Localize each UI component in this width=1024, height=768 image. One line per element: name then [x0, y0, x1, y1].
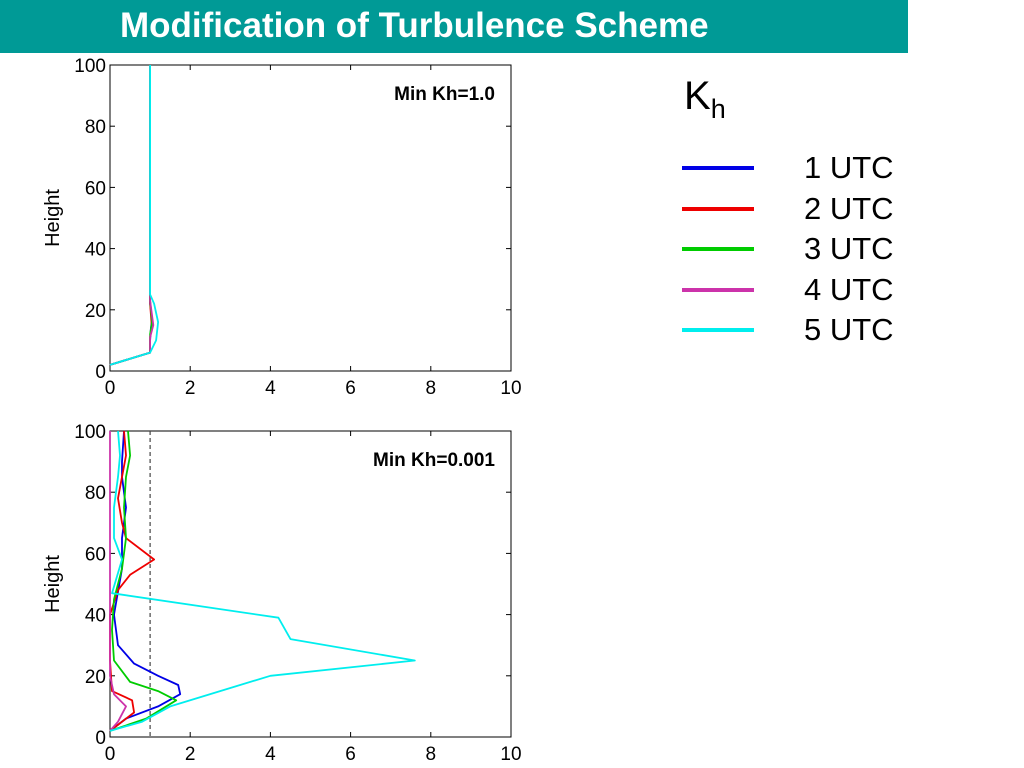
chart1-ylabel: Height [42, 189, 64, 247]
chart2-ytick-label-2: 40 [85, 606, 106, 627]
chart2-ytick-label-0: 0 [95, 728, 106, 749]
chart2-ytick-label-3: 60 [85, 544, 106, 565]
chart1-ytick-label-3: 60 [85, 178, 106, 199]
chart2-xtick-label-1: 2 [185, 744, 196, 765]
legend-label-5: 5 UTC [804, 312, 894, 347]
legend-label-2: 2 UTC [804, 191, 894, 226]
chart2-xtick-label-0: 0 [105, 744, 116, 765]
legend-label-4: 4 UTC [804, 272, 894, 307]
chart2-frame [109, 430, 512, 738]
chart1-ytick-label-2: 40 [85, 240, 106, 261]
chart2-xtick-label-5: 10 [500, 744, 521, 765]
legend-title-sub: h [710, 94, 726, 124]
chart2-annotation: Min Kh=0.001 [373, 450, 495, 471]
chart2-ylabel: Height [42, 555, 64, 613]
legend-item-3: 3 UTC [682, 229, 982, 269]
chart1-ytick-label-4: 80 [85, 117, 106, 138]
chart2-xtick-label-4: 8 [426, 744, 437, 765]
chart1-annotation: Min Kh=1.0 [394, 84, 495, 105]
chart1-xtick-label-1: 2 [185, 378, 196, 399]
chart1-ytick-label-0: 0 [95, 362, 106, 383]
chart1-xtick-label-3: 6 [345, 378, 356, 399]
chart1-ytick-label-1: 20 [85, 301, 106, 322]
legend-swatch-4 [682, 288, 754, 292]
chart1-xtick-label-5: 10 [500, 378, 521, 399]
chart1-series-5-line [109, 65, 160, 366]
chart1-xtick-label-0: 0 [105, 378, 116, 399]
chart1-frame [109, 64, 512, 372]
legend-item-4: 4 UTC [682, 270, 982, 310]
chart1-xtick-label-2: 4 [265, 378, 276, 399]
legend-item-1: 1 UTC [682, 148, 982, 188]
chart2-xtick-label-2: 4 [265, 744, 276, 765]
chart2-ytick-label-5: 100 [74, 422, 106, 443]
legend-swatch-1 [682, 166, 754, 170]
legend-label-1: 1 UTC [804, 150, 894, 185]
page-title: Modification of Turbulence Scheme [120, 6, 709, 45]
legend-item-2: 2 UTC [682, 189, 982, 229]
chart2-series-4-line [109, 431, 127, 732]
legend-swatch-5 [682, 328, 754, 332]
chart2-series-3-line [109, 430, 178, 732]
legend-label-3: 3 UTC [804, 231, 894, 266]
chart2-series-5-line [109, 430, 416, 732]
chart1-ytick-label-5: 100 [74, 56, 106, 77]
legend-title: Kh [684, 74, 726, 125]
chart2-ytick-label-1: 20 [85, 667, 106, 688]
legend-swatch-2 [682, 207, 754, 211]
legend-title-main: K [684, 74, 711, 118]
chart1-xtick-label-4: 8 [426, 378, 437, 399]
legend-item-5: 5 UTC [682, 310, 982, 350]
chart2-ytick-label-4: 80 [85, 483, 106, 504]
legend-swatch-3 [682, 247, 754, 251]
chart2-series-1-line [109, 430, 182, 732]
title-bar: Modification of Turbulence Scheme [0, 0, 908, 53]
chart2-series-2-line [109, 430, 156, 732]
chart2-xtick-label-3: 6 [345, 744, 356, 765]
